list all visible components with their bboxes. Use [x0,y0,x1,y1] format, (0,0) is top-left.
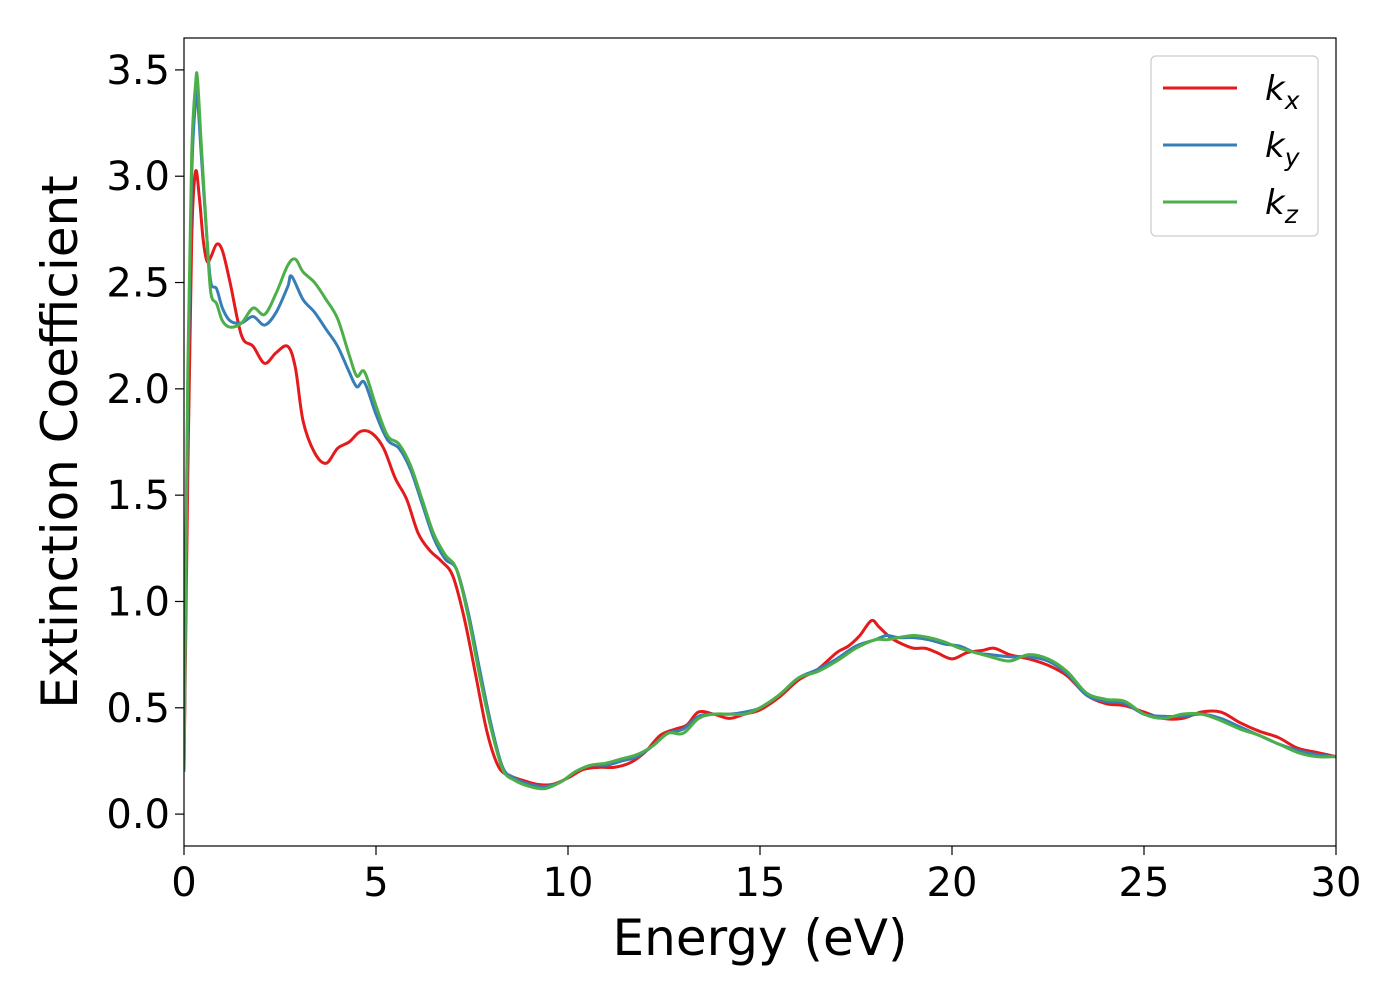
series-layer [184,71,1336,791]
y-tick-label: 2.5 [106,261,170,307]
y-axis: 0.0 0.5 1.0 1.5 2.0 2.5 3.0 3.5 [106,48,184,838]
x-tick-label: 5 [363,860,388,906]
x-tick-label: 0 [171,860,196,906]
legend-label-ky: ky [1265,126,1301,172]
legend: kx ky kz [1150,55,1319,237]
legend-label-kz: kz [1265,183,1299,229]
y-tick-label: 3.5 [106,48,170,94]
x-tick-label: 25 [1119,860,1170,906]
x-tick-label: 30 [1311,860,1362,906]
y-tick-label: 1.0 [106,579,170,625]
x-tick-label: 15 [735,860,786,906]
y-tick-label: 2.0 [106,367,170,413]
series-line-kz [184,71,1336,791]
y-axis-title: Extinction Coefficient [31,175,89,709]
y-tick-label: 3.0 [106,154,170,200]
x-tick-label: 10 [543,860,594,906]
y-tick-label: 0.0 [106,792,170,838]
x-axis-title: Energy (eV) [613,909,908,967]
series-line-kx [184,169,1336,787]
y-tick-label: 0.5 [106,686,170,732]
x-tick-label: 20 [927,860,978,906]
legend-label-kx: kx [1265,69,1300,115]
x-axis: 0 5 10 15 20 25 30 [171,846,1361,906]
y-tick-label: 1.5 [106,473,170,519]
